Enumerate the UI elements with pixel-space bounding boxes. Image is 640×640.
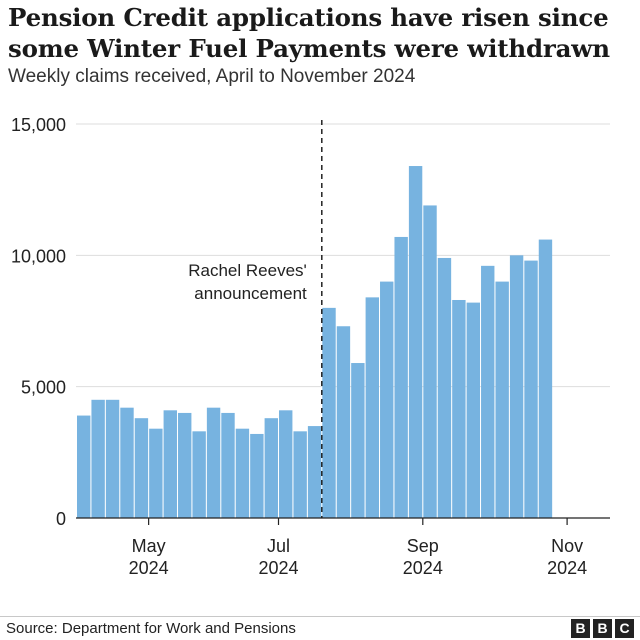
bar-chart: 05,00010,00015,000May2024Jul2024Sep2024N… <box>11 115 610 578</box>
annotation-label-line-2: announcement <box>194 284 307 303</box>
source-note: Source: Department for Work and Pensions <box>6 620 296 637</box>
bar <box>134 418 149 518</box>
bar <box>437 257 452 518</box>
x-tick-label-month: Nov <box>551 536 583 556</box>
bar <box>235 428 250 518</box>
chart-title: Pension Credit applications have risen s… <box>8 2 636 64</box>
bar <box>408 166 423 518</box>
bar <box>206 407 221 518</box>
bar <box>264 418 278 518</box>
bar <box>192 431 206 518</box>
bar <box>322 307 336 518</box>
bar <box>351 363 365 518</box>
x-tick-label-year: 2024 <box>547 558 587 578</box>
bar <box>279 410 293 518</box>
bar <box>524 260 538 518</box>
x-tick-label-month: May <box>132 536 166 556</box>
bar <box>91 399 105 518</box>
annotation-label-line-1: Rachel Reeves' <box>188 261 307 280</box>
bar <box>105 399 120 518</box>
bar <box>293 431 307 518</box>
y-tick-label: 0 <box>56 509 66 529</box>
chart-title-line-1: Pension Credit applications have risen s… <box>8 3 609 32</box>
bar <box>163 410 177 518</box>
x-tick-label-year: 2024 <box>129 558 169 578</box>
bbc-logo-letter-c: C <box>615 619 634 638</box>
y-tick-label: 10,000 <box>11 246 66 266</box>
bar <box>538 239 553 518</box>
bar <box>250 433 264 518</box>
y-tick-label: 5,000 <box>21 378 66 398</box>
bar <box>307 426 322 518</box>
bar <box>221 412 235 518</box>
bar <box>120 407 134 518</box>
bar <box>466 302 481 518</box>
bar <box>178 412 192 518</box>
x-tick-label-month: Jul <box>267 536 290 556</box>
bbc-logo-letter-b1: B <box>571 619 590 638</box>
bar <box>365 297 379 518</box>
x-tick-label-year: 2024 <box>403 558 443 578</box>
bar <box>336 326 351 518</box>
bbc-logo: B B C <box>571 619 634 638</box>
footer-divider <box>0 616 640 617</box>
bar <box>77 415 91 518</box>
x-tick-label-month: Sep <box>407 536 439 556</box>
chart-subtitle: Weekly claims received, April to Novembe… <box>8 66 416 87</box>
bar <box>452 299 466 518</box>
bar <box>149 428 163 518</box>
x-tick-label-year: 2024 <box>258 558 298 578</box>
bbc-logo-letter-b2: B <box>593 619 612 638</box>
bar <box>423 205 437 518</box>
bar <box>481 265 495 518</box>
bar <box>380 281 394 518</box>
bar <box>394 236 408 518</box>
chart-title-line-2: some Winter Fuel Payments were withdrawn <box>8 34 610 63</box>
bar <box>495 281 509 518</box>
bar <box>509 255 524 518</box>
y-tick-label: 15,000 <box>11 115 66 135</box>
